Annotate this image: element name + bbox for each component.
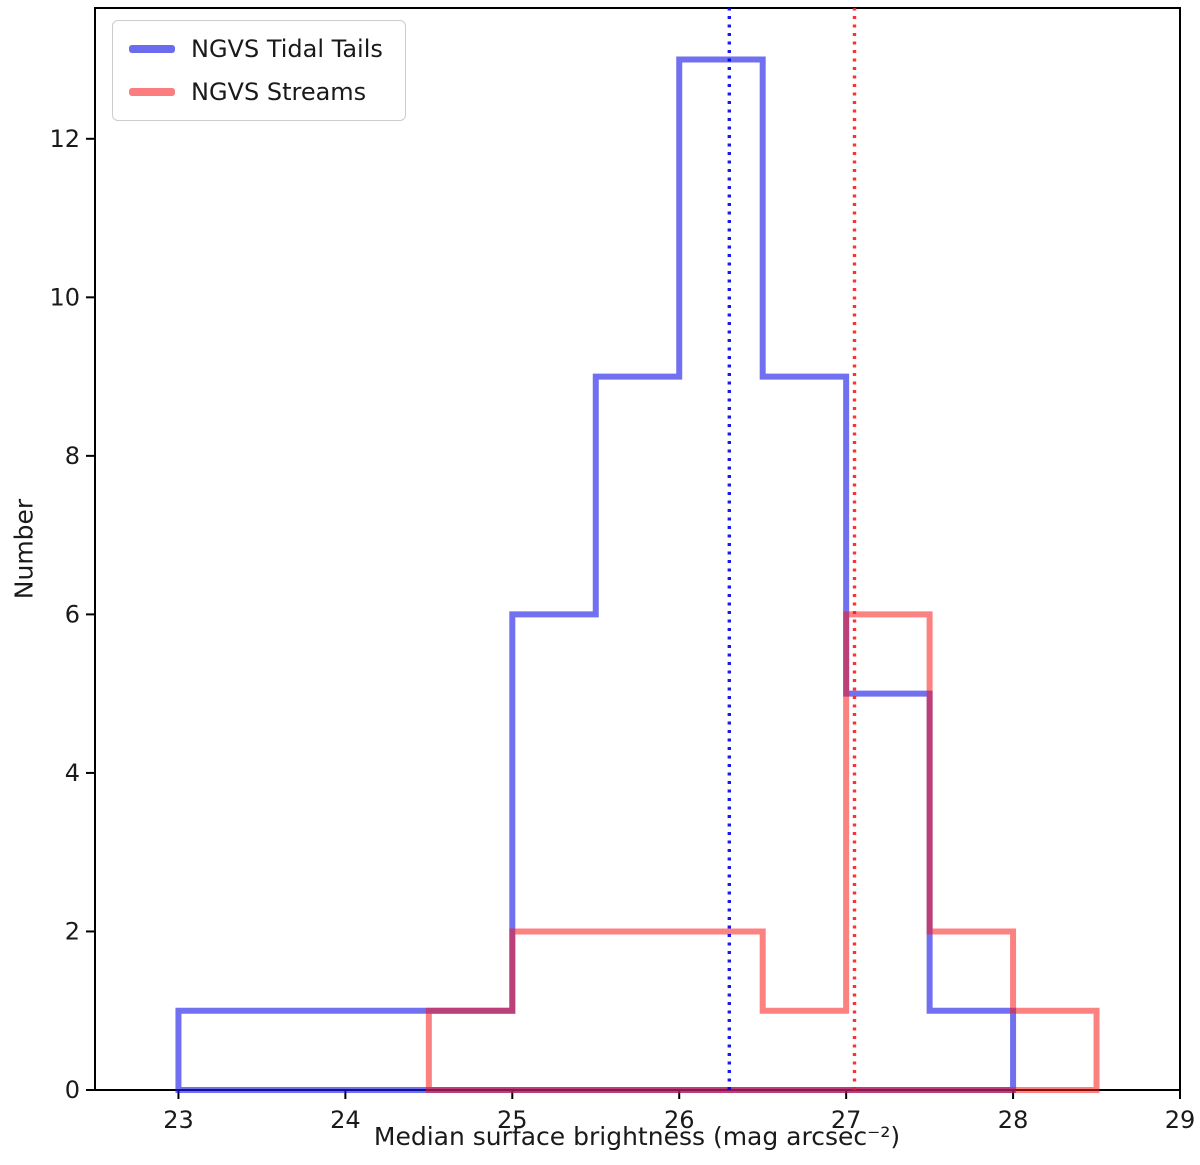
legend-item-0: NGVS Tidal Tails <box>129 35 383 63</box>
legend-label: NGVS Streams <box>191 78 367 106</box>
y-axis-label: Number <box>9 498 39 600</box>
legend-item-1: NGVS Streams <box>129 78 383 106</box>
legend-label: NGVS Tidal Tails <box>191 35 383 63</box>
histogram-series-0 <box>175 56 1017 1093</box>
legend-swatch <box>129 45 175 53</box>
x-tick-label: 26 <box>664 1106 695 1134</box>
y-tick-label: 4 <box>65 759 80 787</box>
y-tick-label: 10 <box>49 283 80 311</box>
x-tick-label: 28 <box>998 1106 1029 1134</box>
y-tick-label: 12 <box>49 125 80 153</box>
y-tick-label: 0 <box>65 1076 80 1104</box>
x-axis-label: Median surface brightness (mag arcsec⁻²) <box>373 1122 901 1151</box>
x-tick-label: 29 <box>1165 1106 1196 1134</box>
x-tick-label: 27 <box>831 1106 862 1134</box>
axes-spines <box>94 7 1181 1091</box>
legend-swatch <box>129 88 175 96</box>
legend: NGVS Tidal Tails NGVS Streams <box>112 20 406 121</box>
x-tick-label: 23 <box>163 1106 194 1134</box>
x-tick-label: 24 <box>330 1106 361 1134</box>
y-tick-label: 2 <box>65 917 80 945</box>
x-tick-label: 25 <box>497 1106 528 1134</box>
y-tick-label: 6 <box>65 600 80 628</box>
y-tick-label: 8 <box>65 442 80 470</box>
histogram-series-1 <box>425 611 1100 1093</box>
